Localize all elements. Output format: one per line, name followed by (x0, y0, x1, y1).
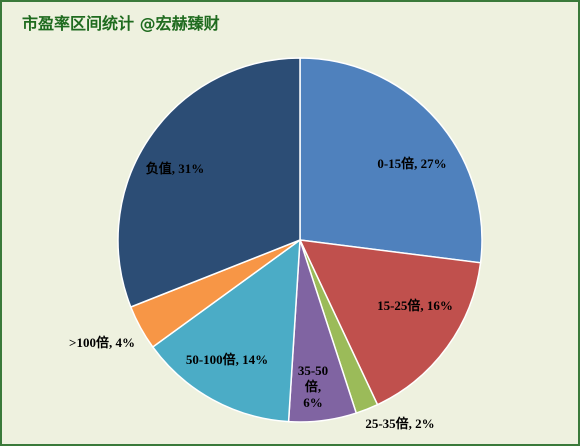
slice-label-3: 35-50 倍, 6% (298, 363, 328, 410)
slice-label-5: >100倍, 4% (69, 335, 135, 350)
slice-label-1: 15-25倍, 16% (377, 298, 453, 313)
pie-slice-0 (299, 57, 483, 264)
chart-title: 市盈率区间统计 @宏赫臻财 (22, 14, 220, 33)
slice-label-4: 50-100倍, 14% (186, 352, 268, 367)
pie-labels: 0-15倍, 27% 15-25倍, 16% 25-35倍, 2% 35-50 倍, 6%… (69, 156, 453, 431)
pie-slice-1 (298, 239, 482, 406)
slice-label-6: 负值, 31% (146, 161, 205, 176)
pie-slice-4 (151, 238, 301, 423)
pie-slices (117, 57, 483, 423)
slice-label-2: 25-35倍, 2% (365, 416, 434, 431)
slice-label-0: 0-15倍, 27% (377, 156, 446, 171)
pie-slice-6 (117, 57, 301, 308)
